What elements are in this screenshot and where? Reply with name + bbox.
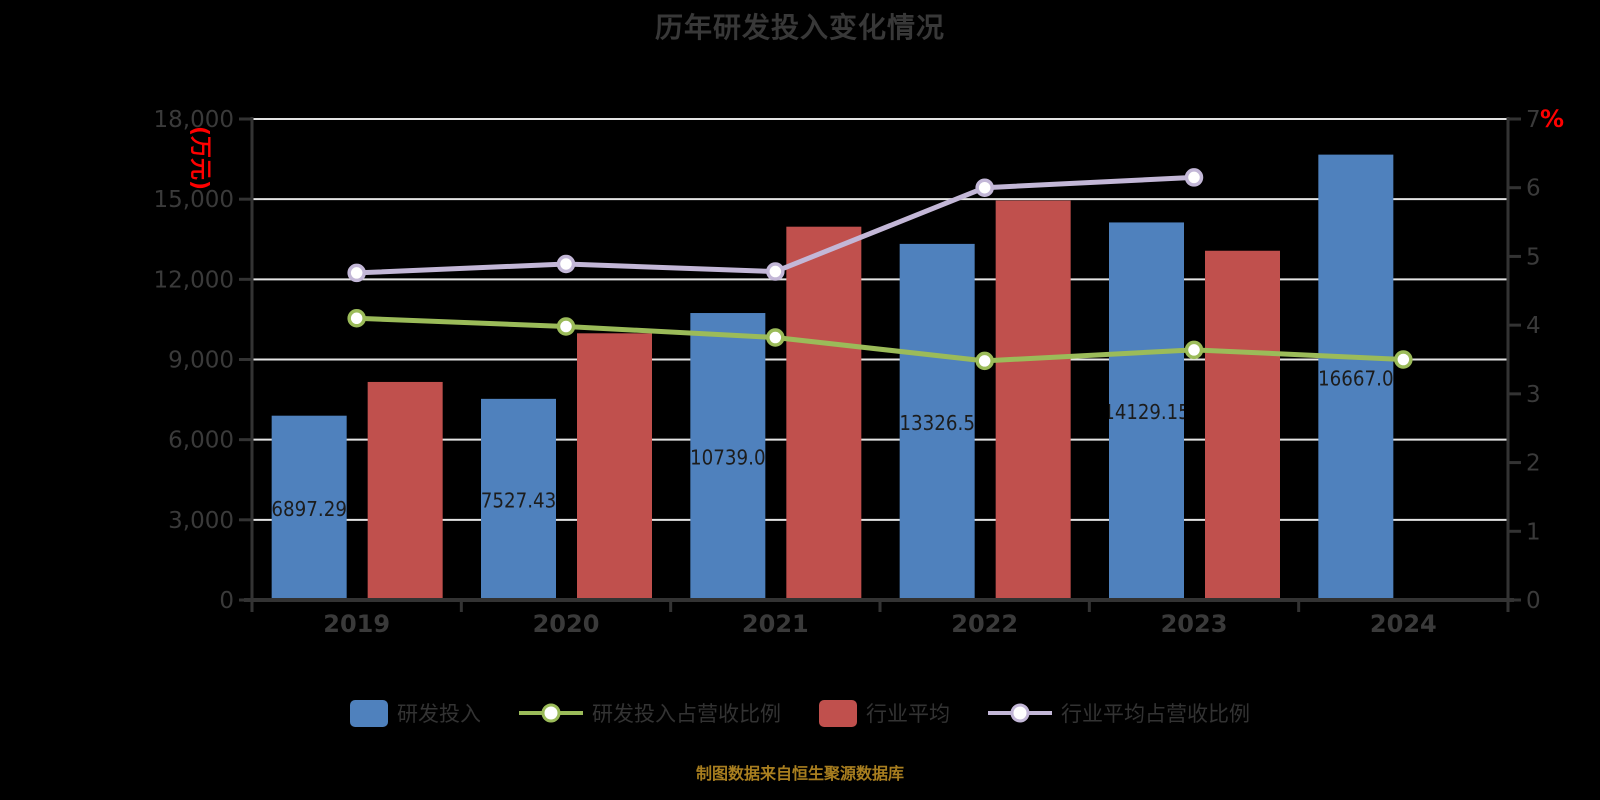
- right-tick-label: 6: [1526, 176, 1541, 202]
- legend-item-0[interactable]: 研发投入: [350, 698, 481, 728]
- bar-industry-2020: [577, 333, 652, 600]
- line-marker-icon: [1184, 168, 1204, 187]
- bar-rnd-2021: [690, 313, 766, 600]
- right-tick-label: 0: [1526, 588, 1541, 614]
- x-category-label: 2022: [951, 610, 1018, 638]
- x-category-label: 2024: [1370, 610, 1437, 638]
- left-tick-label: 12,000: [154, 267, 234, 293]
- bar-value-label: 16667.0: [1318, 366, 1394, 390]
- bar-value-label: 10739.0: [690, 446, 766, 470]
- bar-value-label: 13326.5: [899, 411, 975, 435]
- bar-rnd-2024: [1318, 154, 1394, 600]
- bar-industry-2022: [995, 200, 1071, 600]
- legend-item-label: 行业平均: [866, 702, 950, 726]
- x-category-label: 2020: [533, 610, 600, 638]
- legend-line-marker-icon: [988, 702, 1052, 724]
- legend-bar-swatch-icon: [819, 699, 857, 727]
- right-tick-label: 2: [1526, 451, 1541, 477]
- line-marker-icon: [975, 178, 994, 197]
- line-marker-icon: [1184, 340, 1204, 360]
- x-category-label: 2019: [323, 610, 390, 638]
- line-marker-icon: [975, 351, 994, 371]
- bar-industry-2019: [367, 381, 443, 600]
- left-axis-unit-label: (万元): [187, 126, 212, 190]
- right-tick-label: 5: [1526, 244, 1541, 270]
- right-tick-label: 4: [1526, 313, 1541, 339]
- line-marker-icon: [556, 317, 576, 336]
- legend-item-1[interactable]: 研发投入占营收比例: [519, 698, 781, 728]
- line-marker-icon: [766, 262, 785, 281]
- x-category-label: 2021: [742, 610, 809, 638]
- left-tick-label: 3,000: [168, 508, 234, 534]
- left-tick-label: 18,000: [154, 107, 234, 133]
- bar-rnd-2022: [899, 243, 975, 601]
- line-marker-icon: [347, 263, 366, 283]
- legend-item-label: 研发投入: [397, 702, 481, 726]
- legend-line-marker-icon: [519, 702, 583, 724]
- left-tick-label: 0: [219, 588, 234, 614]
- legend-item-label: 研发投入占营收比例: [592, 702, 781, 726]
- x-category-label: 2023: [1161, 610, 1228, 638]
- left-tick-label: 9,000: [168, 348, 234, 374]
- left-tick-label: 6,000: [168, 428, 234, 454]
- bar-value-label: 7527.43: [481, 488, 557, 512]
- legend-item-3[interactable]: 行业平均占营收比例: [988, 698, 1250, 728]
- legend-item-2[interactable]: 行业平均: [819, 698, 950, 728]
- bar-industry-2021: [786, 226, 862, 600]
- combo-chart-plot: 6897.29 7527.43 10739.0 13326.5 14129.15 1666…: [154, 105, 1565, 638]
- legend-bar-swatch-icon: [350, 699, 388, 727]
- bar-industry-2023: [1205, 250, 1280, 601]
- right-axis-unit-label: %: [1540, 105, 1564, 133]
- line-marker-icon: [1394, 350, 1413, 369]
- bar-rnd-2023: [1109, 222, 1184, 600]
- source-note: 制图数据来自恒生聚源数据库: [695, 764, 904, 783]
- right-tick-label: 7: [1526, 107, 1541, 133]
- right-tick-label: 1: [1526, 519, 1541, 545]
- left-tick-label: 15,000: [154, 187, 234, 213]
- line-marker-icon: [766, 328, 785, 347]
- bar-rnd-2019: [271, 415, 347, 600]
- bar-value-label: 6897.29: [271, 497, 347, 521]
- right-tick-label: 3: [1526, 382, 1541, 408]
- line-marker-icon: [556, 254, 576, 274]
- line-rnd-ratio: [356, 315, 1404, 364]
- chart-title: 历年研发投入变化情况: [654, 11, 945, 44]
- legend-item-label: 行业平均占营收比例: [1061, 702, 1250, 726]
- line-marker-icon: [347, 309, 366, 328]
- legend: 研发投入 研发投入占营收比例 行业平均 行业平均占营收比例: [0, 698, 1600, 728]
- bar-rnd-2020: [481, 398, 556, 600]
- bar-value-label: 14129.15: [1103, 400, 1189, 424]
